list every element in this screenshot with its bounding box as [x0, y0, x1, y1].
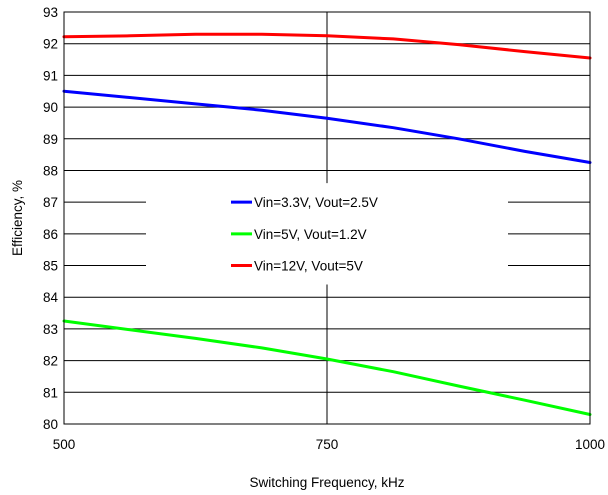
series-line-2 — [62, 319, 592, 416]
x-tick-label: 750 — [316, 437, 339, 452]
y-axis-label: Efficiency, % — [10, 180, 25, 256]
y-tick-label: 84 — [43, 290, 59, 305]
y-tick-label: 82 — [43, 354, 58, 369]
y-tick-label: 86 — [43, 227, 58, 242]
legend-label-1: Vin=3.3V, Vout=2.5V — [254, 195, 378, 210]
y-tick-label: 83 — [43, 322, 58, 337]
y-tick-label: 88 — [43, 163, 58, 178]
series-line-1 — [62, 89, 592, 164]
y-tick-label: 91 — [43, 68, 58, 83]
y-tick-label: 80 — [43, 417, 58, 432]
y-tick-label: 93 — [43, 5, 58, 20]
legend: Vin=3.3V, Vout=2.5V Vin=5V, Vout=1.2V Vin=… — [231, 195, 378, 274]
y-tick-label: 89 — [43, 132, 58, 147]
series-line-3 — [62, 32, 592, 60]
series-lines — [62, 32, 592, 416]
legend-label-3: Vin=12V, Vout=5V — [254, 259, 363, 274]
y-tick-label: 87 — [43, 195, 58, 210]
y-tick-label: 90 — [43, 100, 58, 115]
y-tick-label: 92 — [43, 37, 58, 52]
x-axis-tick-labels: 500 750 1000 — [53, 437, 605, 452]
legend-label-2: Vin=5V, Vout=1.2V — [254, 227, 367, 242]
x-tick-label: 500 — [53, 437, 76, 452]
x-tick-label: 1000 — [575, 437, 605, 452]
y-tick-label: 81 — [43, 385, 58, 400]
plot-border — [63, 11, 591, 425]
y-tick-label: 85 — [43, 259, 58, 274]
x-axis-label: Switching Frequency, kHz — [249, 475, 404, 490]
y-axis-tick-labels: 80 81 82 83 84 85 86 87 88 89 90 91 92 93 — [43, 5, 59, 432]
